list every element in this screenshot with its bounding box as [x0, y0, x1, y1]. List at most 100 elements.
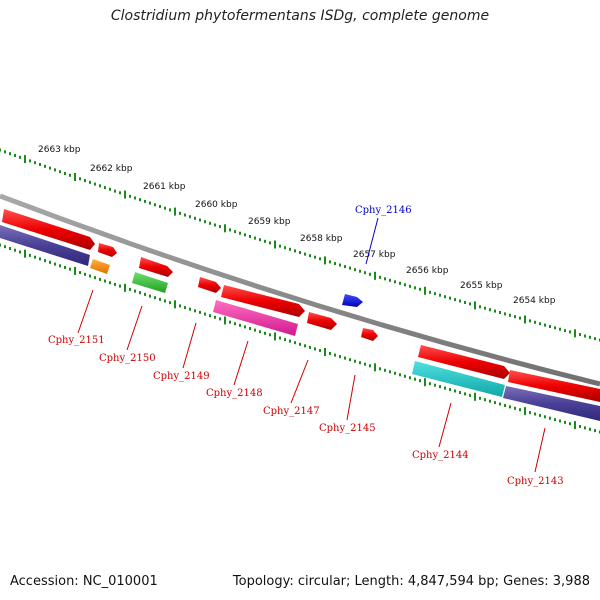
genome-summary-text: Topology: circular; Length: 4,847,594 bp…: [232, 574, 590, 589]
ruler-tick: [49, 260, 51, 264]
ruler-tick: [84, 272, 86, 276]
ruler-tick: [489, 399, 491, 403]
ruler-tick: [424, 286, 426, 295]
ruler-tick: [164, 299, 166, 303]
ruler-tick: [194, 216, 196, 220]
ruler-tick: [279, 336, 281, 340]
ruler-tick: [249, 235, 251, 238]
ruler-tick: [554, 326, 556, 330]
ruler-tick: [384, 277, 386, 281]
ruler-tick: [374, 363, 376, 372]
ruler-tick: [579, 425, 581, 428]
ruler-tick: [119, 284, 121, 288]
ruler-tick: [9, 152, 11, 156]
ruler-tick: [19, 155, 21, 159]
ruler-tick: [94, 276, 96, 280]
ruler-tick: [409, 376, 411, 380]
ruler-tick: [19, 250, 21, 254]
ruler-tick: [129, 287, 131, 291]
ruler-tick: [359, 269, 361, 273]
feature-arrow: [361, 328, 378, 341]
ruler-tick: [209, 221, 211, 225]
ruler-tick: [24, 155, 26, 164]
ruler-tick: [54, 168, 56, 172]
ruler-label: 2654 kbp: [513, 296, 556, 306]
ruler-tick: [564, 420, 566, 424]
ruler-tick: [484, 306, 486, 310]
feature-arrow: [139, 257, 173, 277]
ruler-tick: [234, 230, 236, 234]
ruler-tick: [114, 189, 116, 193]
ruler-tick: [134, 196, 136, 200]
ruler-tick: [539, 413, 541, 417]
ruler-tick: [139, 291, 141, 295]
ruler-tick: [534, 320, 536, 324]
ruler-tick: [174, 207, 176, 216]
accession-text: Accession: NC_010001: [10, 574, 158, 589]
ruler-tick: [299, 342, 301, 346]
ruler-tick: [324, 256, 326, 265]
ruler-tick: [514, 315, 516, 319]
ruler-tick: [344, 356, 346, 360]
ruler-tick: [419, 379, 421, 383]
ruler-tick: [549, 416, 551, 420]
feature-bar: [0, 225, 90, 266]
ruler-tick: [364, 362, 366, 366]
ruler-tick: [394, 280, 396, 284]
ruler-tick: [144, 292, 146, 296]
ruler-tick: [464, 392, 466, 396]
ruler-tick: [499, 311, 501, 314]
ruler-tick: [119, 191, 121, 195]
ruler-tick: [39, 257, 41, 261]
ruler-tick: [104, 279, 106, 283]
ruler-tick: [574, 329, 576, 338]
ruler-tick: [34, 161, 36, 165]
ruler-tick: [0, 148, 1, 152]
ruler-tick: [79, 271, 81, 275]
ruler-tick: [314, 255, 316, 259]
ruler-tick: [404, 374, 406, 378]
ruler-tick: [489, 308, 491, 312]
ruler-tick: [499, 402, 501, 406]
ruler-tick: [29, 159, 31, 163]
ruler-tick: [99, 277, 101, 281]
ruler-tick: [49, 166, 51, 170]
ruler-tick: [109, 281, 111, 285]
ruler-tick: [384, 368, 386, 372]
ruler-tick: [134, 289, 136, 293]
ruler-tick: [459, 299, 461, 303]
ruler-tick: [214, 223, 216, 227]
ruler-tick: [344, 265, 346, 269]
ruler-tick: [514, 406, 516, 410]
ruler-label: 2658 kbp: [300, 234, 343, 244]
gene-label: Cphy_2149: [153, 371, 210, 382]
ruler-tick: [144, 199, 146, 203]
ruler-tick: [219, 225, 221, 229]
ruler-tick: [244, 325, 246, 329]
ruler-tick: [399, 281, 401, 285]
ruler-tick: [589, 427, 591, 431]
ruler-tick: [389, 370, 391, 374]
ruler-tick: [549, 325, 551, 328]
ruler-tick: [284, 246, 286, 250]
ruler-tick: [554, 418, 556, 422]
gene-label: Cphy_2150: [99, 353, 156, 364]
ruler-tick: [404, 283, 406, 287]
ruler-tick: [59, 264, 61, 268]
ruler-tick: [284, 338, 286, 342]
ruler-label: 2659 kbp: [248, 217, 291, 227]
ruler-tick: [14, 248, 16, 252]
ruler-tick: [449, 388, 451, 392]
feature-arrow: [221, 285, 305, 317]
ruler-tick: [584, 426, 586, 430]
ruler-tick: [314, 347, 316, 351]
ruler-tick: [189, 215, 191, 219]
ruler-tick: [124, 283, 126, 292]
leader-lines: [77, 217, 546, 473]
feature-arrow: [2, 209, 95, 250]
ruler-tick: [229, 320, 231, 324]
ruler-tick: [564, 329, 566, 333]
ruler-tick: [4, 150, 6, 154]
feature-arrow-blue: [342, 294, 363, 307]
ruler-tick: [249, 327, 251, 330]
